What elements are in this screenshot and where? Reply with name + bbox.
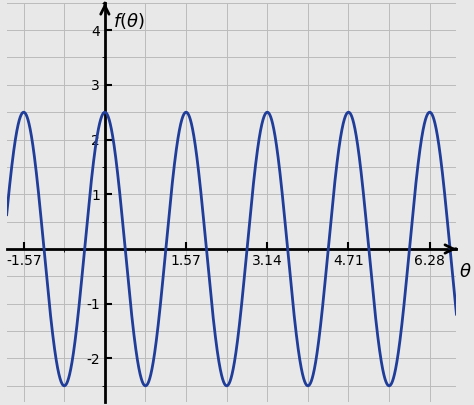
Text: $f(\theta)$: $f(\theta)$ <box>113 11 145 31</box>
Text: $\theta$: $\theta$ <box>459 263 472 281</box>
